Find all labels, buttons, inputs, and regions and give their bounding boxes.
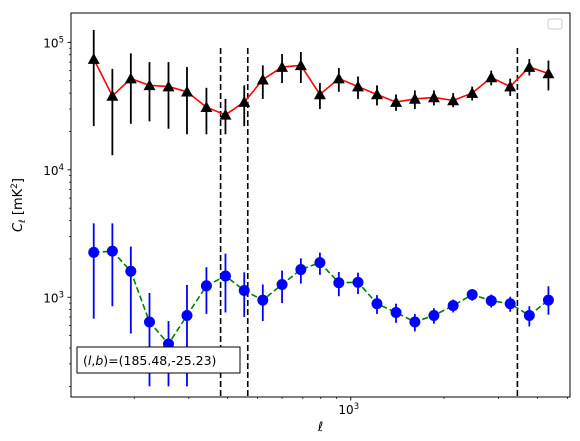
series-1-marker [408,92,421,104]
series-1-marker [542,67,555,79]
y-tick-label: 103 [43,290,64,305]
series-1-marker [447,94,460,106]
series-2-marker [466,289,478,301]
axis-ticks: 103 103 104 105 [43,35,568,417]
series-2-marker [219,270,231,282]
series-2-marker [200,280,212,292]
series-1-marker [313,88,326,100]
series-1-marker [466,87,479,98]
series-1-marker [276,61,289,72]
series-2-marker [504,298,516,310]
series-1-marker [238,96,251,107]
y-tick-label: 104 [43,163,64,178]
series-1-marker [485,71,498,83]
legend-box[interactable] [547,18,563,30]
series-2-marker [485,295,497,307]
series-1-marker [390,96,403,107]
series-2-marker [371,298,383,310]
series-2-marker [88,246,100,258]
series-2-marker [276,278,288,290]
series-2-marker [106,245,118,257]
y-axis-label: Cℓ [mK2] [10,178,28,232]
series-1-marker [106,89,119,101]
x-axis-label: ℓ [317,420,323,435]
series-1-marker [219,108,232,120]
series-2-marker [295,264,307,276]
series-1-marker [256,73,269,85]
series-1-marker [200,101,213,112]
legend[interactable] [547,18,563,30]
series-1-marker [124,72,137,84]
series-1-marker [180,85,193,97]
series-1-marker [370,88,383,100]
series-1-marker [87,53,100,64]
series-1-marker [143,79,156,91]
annotation-box [76,346,241,374]
series-1-marker [351,80,364,92]
series-2-marker [181,309,193,321]
series-2-marker [143,316,155,328]
series-1-marker [294,59,307,71]
annotation-text: (l,b)=(185.48,-25.23) [83,353,216,368]
series-2-marker [542,294,554,306]
plot-area [87,30,555,397]
annotation: (l,b)=(185.48,-25.23) [76,346,241,374]
series-1-marker [162,80,175,92]
series-2-marker [447,300,459,312]
series-1-marker [523,61,536,72]
series-2-marker [238,285,250,297]
series-2-marker [390,306,402,318]
plot-clip-group [87,30,555,397]
series-2-marker [257,294,269,306]
x-tick-label: 103 [338,402,359,417]
y-tick-label: 105 [43,35,64,50]
series-1-marker [427,91,440,103]
series-1-marker [504,80,517,92]
series-2-marker [428,309,440,321]
series-2-marker [333,277,345,289]
series-2-marker [314,257,326,269]
series-2-marker [125,265,137,277]
series-2-marker [409,316,421,328]
series-2-marker [352,276,364,288]
series-2-marker [523,309,535,321]
series-1-marker [332,72,345,84]
